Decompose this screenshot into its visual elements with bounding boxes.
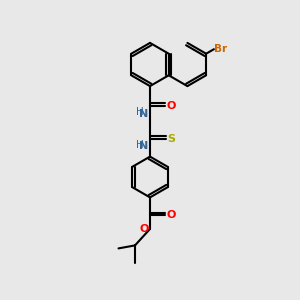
Text: H: H [136,140,143,150]
Text: O: O [167,100,176,111]
Text: O: O [167,210,176,220]
Text: O: O [139,224,148,234]
Text: N: N [139,109,148,119]
Text: N: N [139,141,148,151]
Text: S: S [167,134,175,144]
Text: Br: Br [214,44,227,54]
Text: H: H [136,107,143,117]
